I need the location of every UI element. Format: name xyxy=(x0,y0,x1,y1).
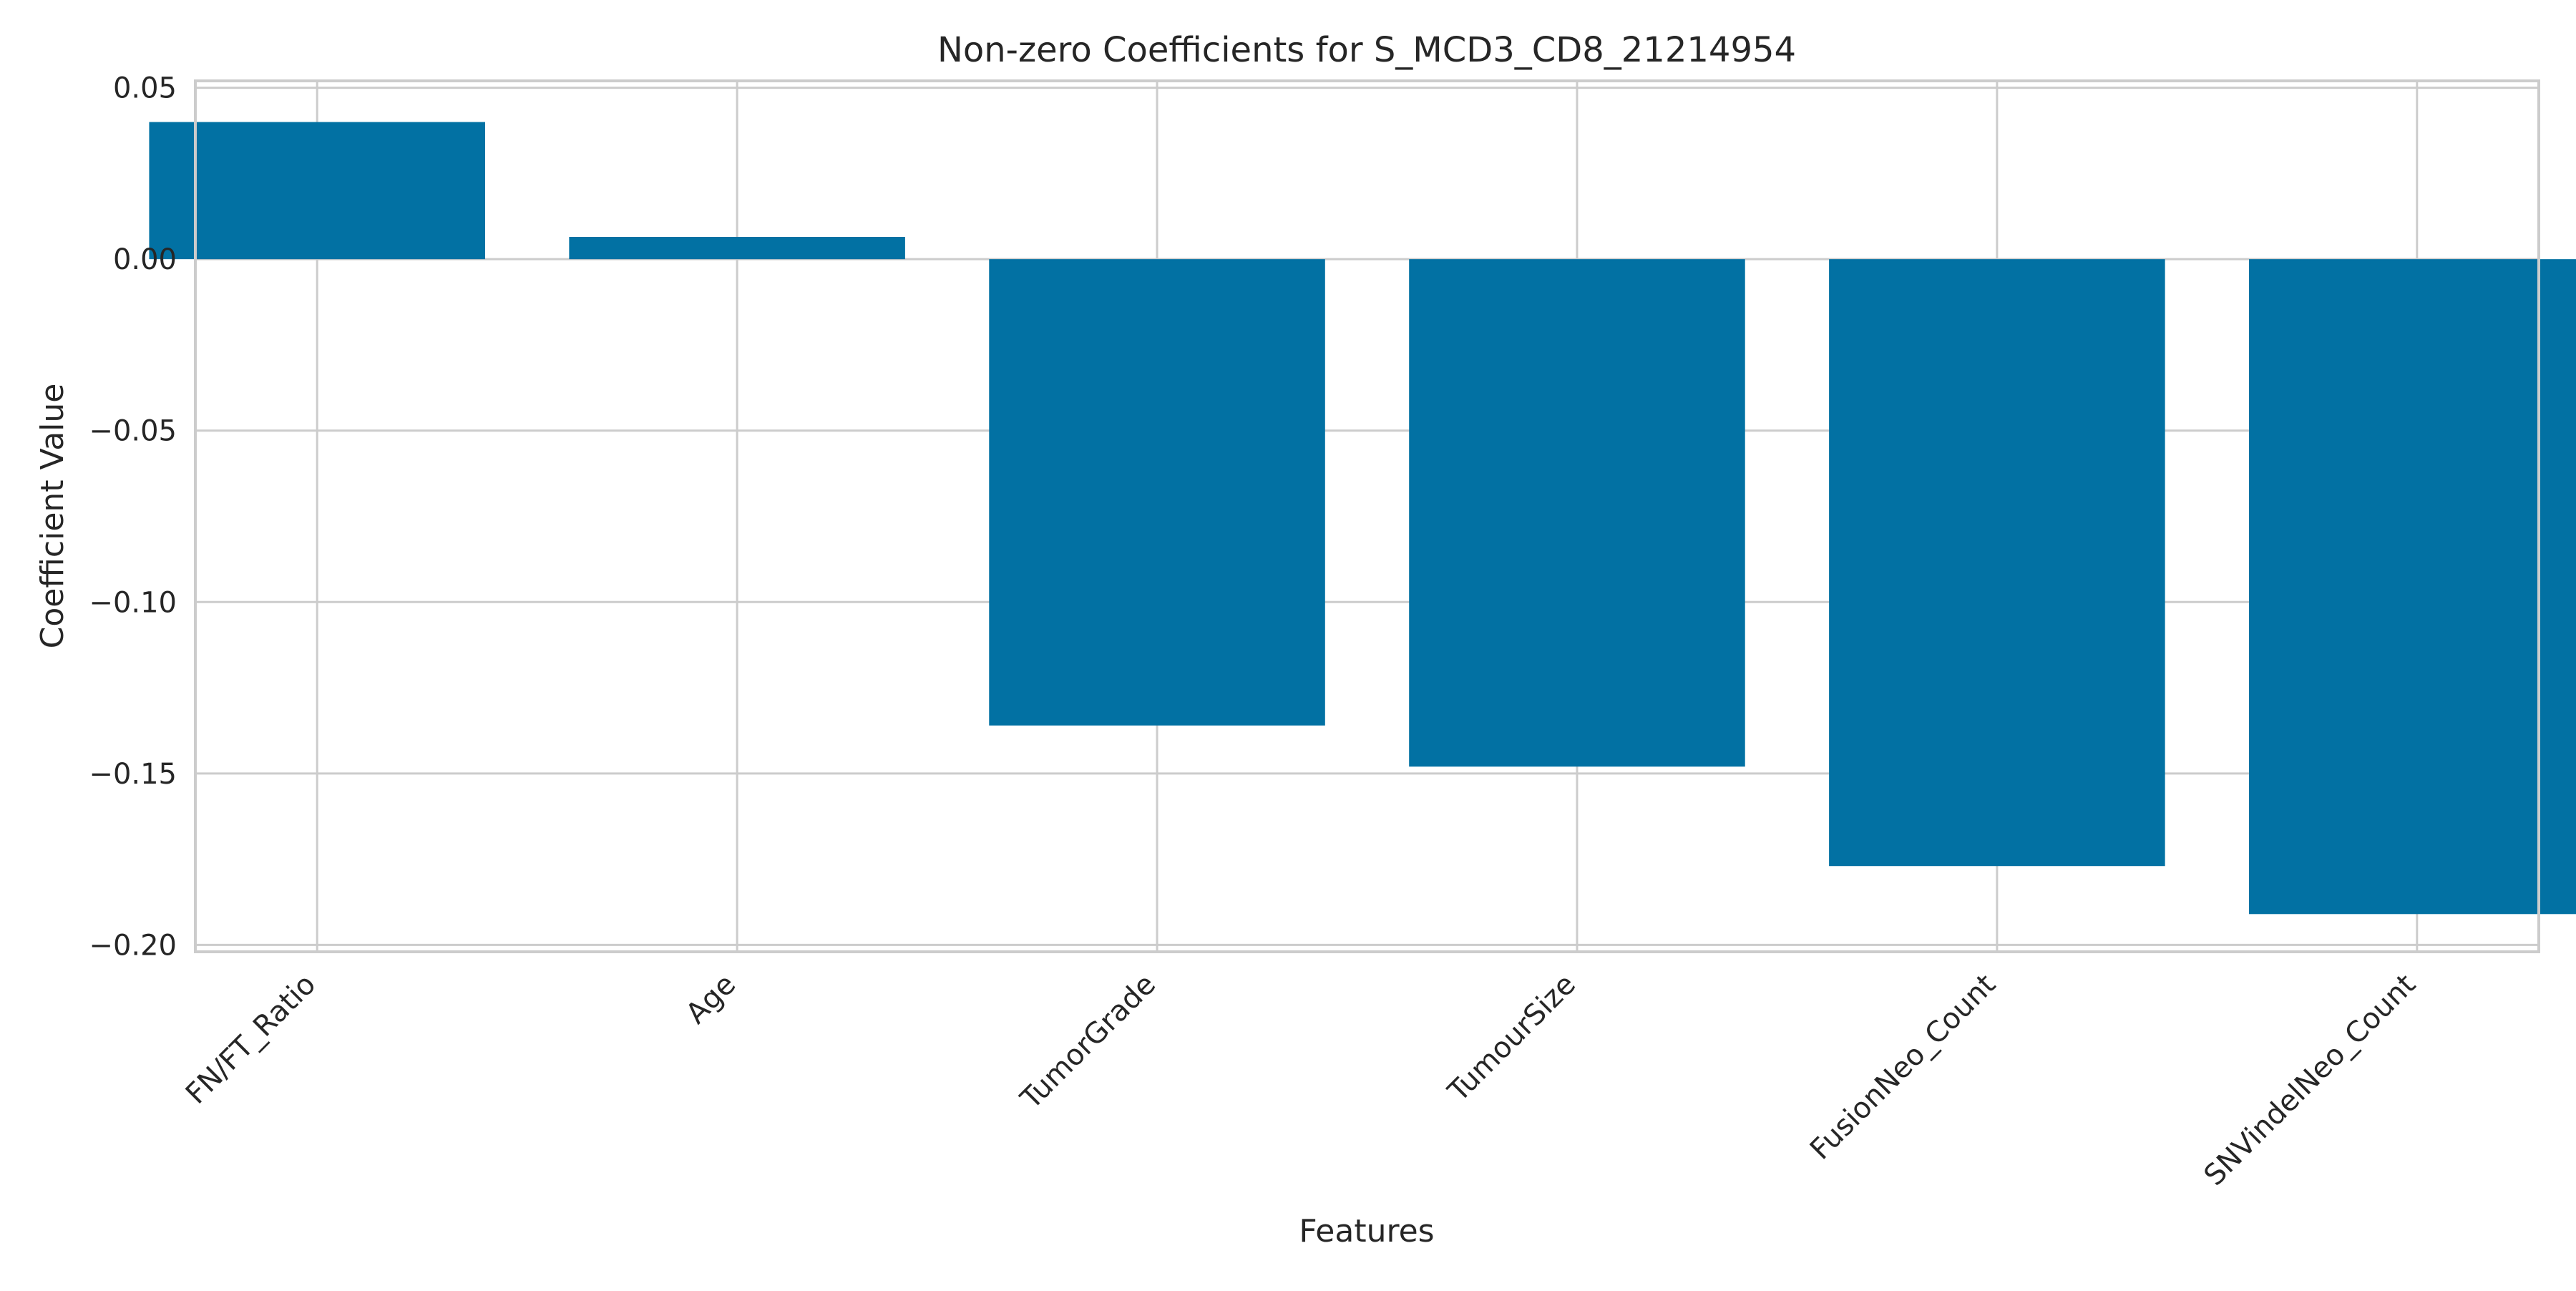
x-tick-label: TumourSize xyxy=(1441,968,1582,1109)
x-tick-label: FusionNeo_Count xyxy=(1804,968,2002,1166)
y-tick-label: 0.05 xyxy=(113,72,177,105)
bar xyxy=(569,237,905,260)
y-tick-label: 0.00 xyxy=(113,243,177,276)
y-axis-label: Coefficient Value xyxy=(34,384,71,649)
plot-frame xyxy=(194,79,2540,953)
x-tick-label: SNVindelNeo_Count xyxy=(2197,968,2421,1192)
bar xyxy=(2249,259,2576,915)
bar xyxy=(149,122,485,260)
x-tick-label: TumorGrade xyxy=(1014,968,1162,1116)
y-tick-label: −0.10 xyxy=(89,586,177,619)
x-axis-label: Features xyxy=(1299,1213,1434,1249)
bar xyxy=(989,259,1325,726)
x-tick-labels: FN/FT_Ratio Age TumorGrade TumourSize Fusion… xyxy=(180,968,2422,1192)
bar xyxy=(1409,259,1745,767)
x-tick-label: FN/FT_Ratio xyxy=(180,968,322,1111)
y-tick-label: −0.15 xyxy=(89,758,177,791)
grid-layer xyxy=(195,81,2539,952)
bar xyxy=(1829,259,2165,867)
y-tick-labels: 0.05 0.00 −0.05 −0.10 −0.15 −0.20 xyxy=(89,72,177,963)
y-tick-label: −0.20 xyxy=(89,929,177,962)
y-tick-label: −0.05 xyxy=(89,415,177,448)
chart-title: Non-zero Coefficients for S_MCD3_CD8_212… xyxy=(937,30,1796,70)
bar-layer xyxy=(149,122,2576,915)
x-tick-label: Age xyxy=(680,968,742,1031)
